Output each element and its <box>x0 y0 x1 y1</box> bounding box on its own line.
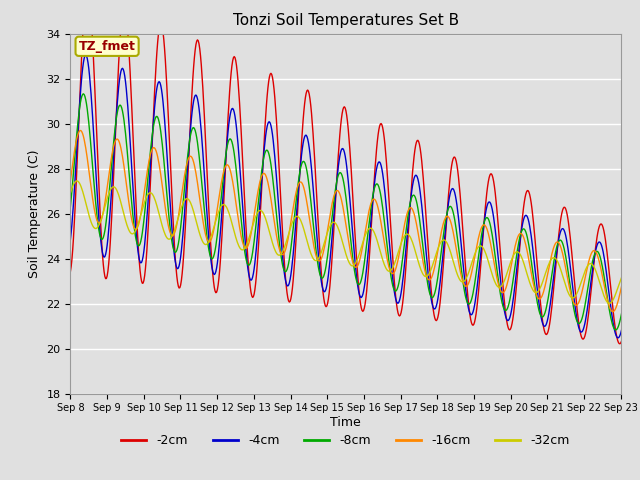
-8cm <box>296 172 303 178</box>
-2cm <box>67 268 74 274</box>
-2cm <box>296 179 303 185</box>
Text: TZ_fmet: TZ_fmet <box>79 40 136 53</box>
-16cm <box>67 178 74 184</box>
-8cm <box>458 275 466 280</box>
-32cm <box>67 190 74 196</box>
-16cm <box>426 277 433 283</box>
-8cm <box>244 262 252 268</box>
-4cm <box>273 183 281 189</box>
-2cm <box>458 220 466 226</box>
-16cm <box>77 128 84 133</box>
Line: -4cm: -4cm <box>70 55 640 344</box>
-2cm <box>426 264 433 270</box>
-32cm <box>73 178 81 184</box>
-16cm <box>458 277 466 283</box>
Line: -2cm: -2cm <box>70 0 640 348</box>
-4cm <box>67 237 74 242</box>
Legend: -2cm, -4cm, -8cm, -16cm, -32cm: -2cm, -4cm, -8cm, -16cm, -32cm <box>116 429 575 452</box>
-4cm <box>296 176 303 181</box>
-32cm <box>273 251 281 257</box>
-2cm <box>273 128 281 133</box>
Line: -16cm: -16cm <box>70 131 640 318</box>
-4cm <box>458 254 466 260</box>
-16cm <box>273 236 281 242</box>
Line: -8cm: -8cm <box>70 94 640 336</box>
-2cm <box>136 267 144 273</box>
X-axis label: Time: Time <box>330 416 361 429</box>
-32cm <box>296 215 303 221</box>
-32cm <box>458 279 466 285</box>
-4cm <box>244 266 252 272</box>
-4cm <box>426 283 433 289</box>
-8cm <box>67 204 74 209</box>
-16cm <box>136 216 144 221</box>
Y-axis label: Soil Temperature (C): Soil Temperature (C) <box>28 149 41 278</box>
-16cm <box>296 180 303 186</box>
-8cm <box>136 241 144 247</box>
-32cm <box>426 270 433 276</box>
-32cm <box>244 238 252 244</box>
-8cm <box>79 91 87 97</box>
-4cm <box>136 259 144 265</box>
-16cm <box>244 243 252 249</box>
-32cm <box>136 215 144 220</box>
-8cm <box>273 218 281 224</box>
Line: -32cm: -32cm <box>70 181 640 309</box>
-2cm <box>244 258 252 264</box>
-8cm <box>426 289 433 295</box>
Title: Tonzi Soil Temperatures Set B: Tonzi Soil Temperatures Set B <box>232 13 459 28</box>
-4cm <box>82 52 90 58</box>
